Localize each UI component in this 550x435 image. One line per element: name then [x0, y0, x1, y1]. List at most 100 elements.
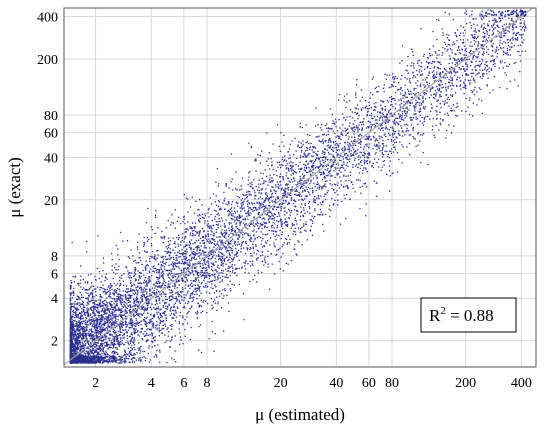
data-point [330, 209, 332, 212]
data-point [336, 172, 338, 175]
data-point [105, 327, 107, 329]
data-point [185, 258, 187, 260]
data-point [193, 250, 195, 253]
data-point [95, 332, 97, 334]
data-point [223, 236, 226, 238]
data-point [169, 340, 171, 342]
data-point [100, 315, 102, 317]
data-point [101, 304, 103, 307]
data-point [241, 197, 244, 200]
data-point [216, 213, 218, 216]
data-point [318, 214, 320, 216]
data-point [136, 352, 138, 354]
data-point [412, 126, 415, 129]
data-point [78, 321, 80, 324]
data-point [198, 306, 201, 308]
data-point [389, 160, 391, 162]
data-point [191, 292, 194, 294]
data-point [266, 214, 268, 216]
data-point [354, 140, 356, 143]
data-point [185, 252, 187, 254]
data-point [297, 183, 299, 185]
data-point [108, 285, 110, 287]
data-point [276, 226, 278, 229]
data-point [81, 354, 83, 356]
data-point [499, 21, 501, 23]
data-point [115, 361, 117, 363]
data-point [248, 203, 251, 205]
data-point [250, 223, 252, 225]
data-point [229, 211, 231, 214]
data-point [153, 289, 155, 292]
data-point [426, 67, 428, 69]
data-point [267, 240, 269, 242]
data-point [189, 265, 191, 268]
data-point [71, 297, 74, 299]
data-point [71, 345, 74, 348]
data-point [512, 13, 514, 15]
data-point [157, 279, 159, 281]
data-point [179, 336, 182, 338]
data-point [199, 217, 201, 220]
data-point [84, 331, 86, 333]
data-point [127, 347, 129, 350]
data-point [188, 244, 191, 246]
data-point [250, 237, 252, 239]
data-point [368, 147, 370, 149]
data-point [217, 276, 219, 278]
data-point [397, 117, 399, 120]
data-point [106, 309, 108, 311]
data-point [310, 179, 312, 181]
data-point [75, 339, 77, 342]
data-point [218, 290, 221, 292]
data-point [504, 62, 506, 64]
data-point [146, 298, 148, 300]
data-point [308, 206, 310, 208]
data-point [144, 297, 146, 299]
data-point [228, 214, 230, 216]
data-point [523, 28, 525, 31]
data-point [430, 110, 432, 112]
data-point [119, 331, 121, 333]
data-point [449, 85, 451, 87]
data-point [96, 328, 98, 330]
data-point [140, 275, 142, 278]
data-point [385, 135, 387, 138]
data-point [160, 314, 162, 317]
data-point [232, 227, 234, 229]
data-point [382, 101, 384, 103]
data-point [492, 30, 494, 32]
data-point [382, 154, 385, 156]
data-point [466, 59, 468, 61]
data-point [255, 208, 257, 210]
data-point [308, 179, 310, 181]
data-point [375, 145, 377, 147]
data-point [491, 39, 493, 41]
data-point [71, 333, 73, 335]
data-point [187, 274, 189, 276]
data-point [120, 356, 122, 358]
data-point [213, 273, 215, 276]
data-point [253, 206, 255, 209]
data-point [91, 295, 94, 297]
data-point [509, 80, 511, 83]
data-point [397, 89, 399, 91]
data-point [244, 210, 246, 212]
data-point [465, 54, 467, 56]
data-point [398, 158, 400, 161]
data-point [500, 12, 502, 15]
data-point [318, 158, 320, 161]
data-point [311, 187, 313, 189]
data-point [502, 12, 504, 14]
data-point [103, 323, 106, 325]
data-point [411, 96, 414, 98]
data-point [83, 325, 85, 328]
data-point [419, 114, 421, 117]
data-point [362, 172, 364, 174]
data-point [439, 83, 441, 86]
data-point [104, 321, 106, 323]
data-point [519, 22, 521, 24]
data-point [422, 152, 424, 154]
data-point [196, 273, 199, 275]
data-point [112, 359, 114, 362]
